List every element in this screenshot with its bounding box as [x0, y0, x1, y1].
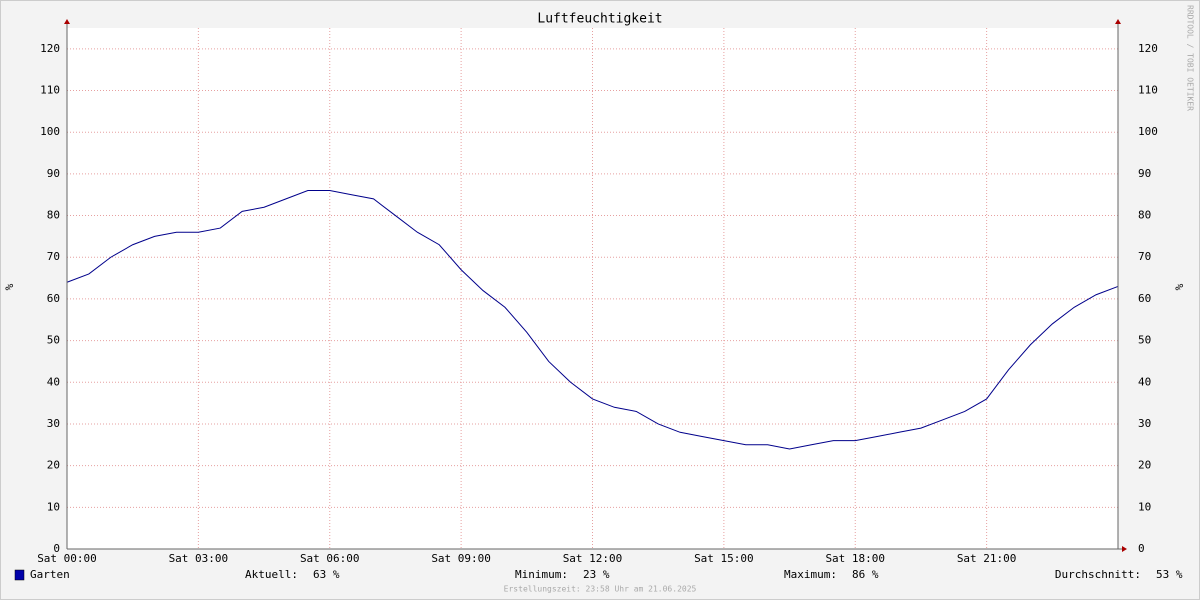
stat-value: 63 % — [313, 568, 340, 581]
y-tick-label: 50 — [47, 334, 60, 347]
legend: Garten Aktuell: 63 % Minimum: 23 % Maximum: 86… — [14, 568, 1183, 581]
stat-label: Minimum: — [515, 568, 568, 581]
legend-label: Garten — [30, 568, 70, 581]
y-tick-label: 90 — [47, 167, 60, 180]
x-tick-label: Sat 21:00 — [957, 552, 1017, 565]
y-tick-label: 70 — [47, 250, 60, 263]
axis-arrow — [1122, 546, 1127, 552]
axis-arrow — [64, 19, 70, 24]
x-tick-label: Sat 12:00 — [563, 552, 623, 565]
credit: RRDTOOL / TOBI OETIKER — [1186, 5, 1195, 111]
y-tick-label: 80 — [47, 209, 60, 222]
legend-swatch — [14, 569, 25, 581]
y-tick-label: 30 — [47, 417, 60, 430]
stat-value: 53 % — [1156, 568, 1183, 581]
x-tick-label: Sat 03:00 — [169, 552, 229, 565]
footer: Erstellungszeit: 23:58 Uhr am 21.06.2025 — [504, 585, 697, 594]
data-line — [66, 190, 1119, 450]
y2-axis-label: % — [1173, 283, 1186, 290]
y2-tick-label: 50 — [1138, 334, 1151, 347]
y-tick-label: 40 — [47, 375, 60, 388]
plot-area — [67, 28, 1118, 549]
y-axis-label: % — [3, 283, 16, 290]
x-tick-label: Sat 09:00 — [431, 552, 491, 565]
y-tick-label: 110 — [40, 84, 60, 97]
stat-label: Aktuell: — [245, 568, 298, 581]
y2-tick-label: 70 — [1138, 250, 1151, 263]
y2-tick-label: 100 — [1138, 125, 1158, 138]
marks — [66, 190, 1119, 450]
y-tick-label: 60 — [47, 292, 60, 305]
y2-tick-label: 90 — [1138, 167, 1151, 180]
y-tick-label: 10 — [47, 500, 60, 513]
y-tick-label: 0 — [53, 542, 60, 555]
y2-tick-label: 80 — [1138, 209, 1151, 222]
stat-label: Durchschnitt: — [1055, 568, 1141, 581]
x-tick-label: Sat 00:00 — [37, 552, 97, 565]
y2-tick-label: 30 — [1138, 417, 1151, 430]
y2-tick-label: 120 — [1138, 42, 1158, 55]
stat-value: 23 % — [583, 568, 610, 581]
y-tick-label: 100 — [40, 125, 60, 138]
stat-label: Maximum: — [784, 568, 837, 581]
y2-tick-label: 110 — [1138, 84, 1158, 97]
x-tick-label: Sat 15:00 — [694, 552, 754, 565]
y2-tick-label: 40 — [1138, 375, 1151, 388]
y2-tick-label: 10 — [1138, 500, 1151, 513]
y-tick-label: 20 — [47, 459, 60, 472]
chart-title: Luftfeuchtigkeit — [537, 12, 662, 27]
y-tick-label: 120 — [40, 42, 60, 55]
y2-tick-label: 20 — [1138, 459, 1151, 472]
axis-arrow — [1115, 19, 1121, 24]
y2-tick-label: 0 — [1138, 542, 1145, 555]
stat-value: 86 % — [852, 568, 879, 581]
x-tick-label: Sat 06:00 — [300, 552, 360, 565]
y2-tick-label: 60 — [1138, 292, 1151, 305]
x-tick-label: Sat 18:00 — [825, 552, 885, 565]
grid: 0 0 10 10 20 20 30 30 40 40 50 50 60 60 70 70 80 80 90 90 10… — [37, 28, 1158, 565]
